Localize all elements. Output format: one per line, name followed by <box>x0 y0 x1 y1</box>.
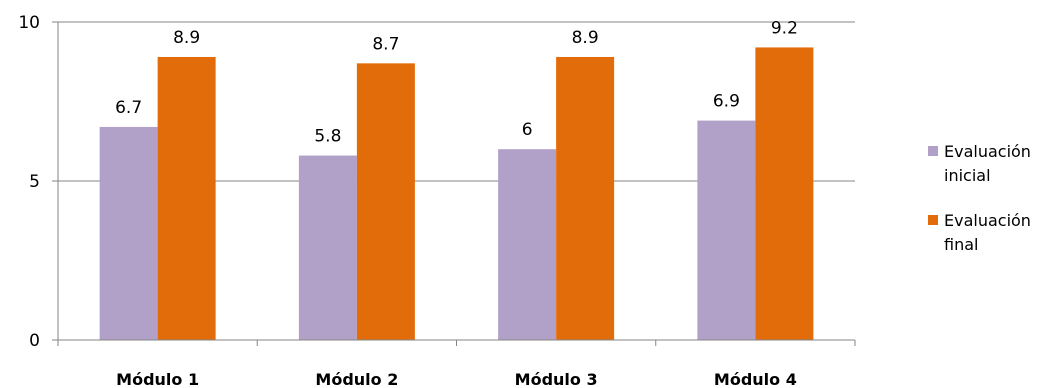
bar-series1-cat1 <box>99 126 158 340</box>
y-tick-label: 0 <box>29 331 40 351</box>
bar-series1-cat3 <box>498 149 557 340</box>
x-category-label: Módulo 1 <box>116 370 199 388</box>
data-label-series1-cat1: 6.7 <box>115 98 142 118</box>
x-category-label: Módulo 3 <box>515 370 598 388</box>
data-label-series2-cat3: 8.9 <box>572 28 599 48</box>
data-label-series2-cat2: 8.7 <box>372 34 399 54</box>
legend-label-series2: Evaluación final <box>944 211 1031 254</box>
y-tick-label: 10 <box>18 13 40 33</box>
bar-series1-cat2 <box>298 155 357 340</box>
x-category-label: Módulo 2 <box>315 370 398 388</box>
x-category-label: Módulo 4 <box>714 370 797 388</box>
data-label-series1-cat4: 6.9 <box>713 92 740 112</box>
legend-label-line: Evaluación <box>944 211 1031 230</box>
legend-swatch-series2 <box>928 215 938 225</box>
data-label-series2-cat4: 9.2 <box>771 18 798 38</box>
legend-label-series1: Evaluación inicial <box>944 142 1031 185</box>
bar-series2-cat2 <box>356 63 415 341</box>
legend-swatch-series1 <box>928 146 938 156</box>
bar-series1-cat4 <box>697 120 756 340</box>
legend-label-line: Evaluación <box>944 142 1031 161</box>
y-tick-label: 5 <box>29 172 40 192</box>
bar-series2-cat3 <box>556 56 615 340</box>
data-label-series1-cat3: 6 <box>522 120 533 140</box>
data-label-series2-cat1: 8.9 <box>173 28 200 48</box>
data-label-series1-cat2: 5.8 <box>314 127 341 147</box>
legend-label-line: inicial <box>944 166 991 185</box>
bar-series2-cat4 <box>755 47 814 340</box>
legend-label-line: final <box>944 235 978 254</box>
bar-series2-cat1 <box>157 56 216 340</box>
